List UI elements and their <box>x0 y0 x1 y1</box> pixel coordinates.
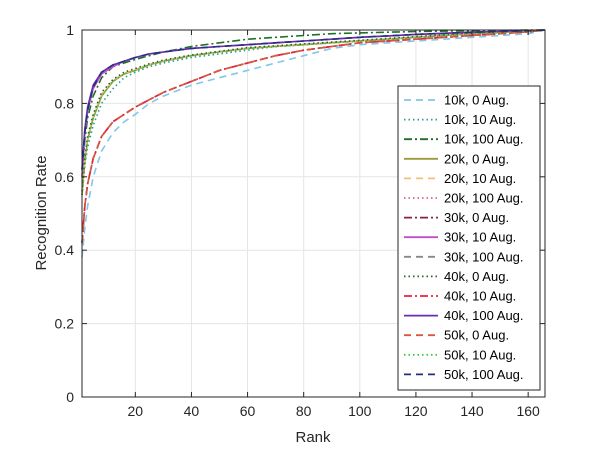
series-line-3 <box>81 29 545 177</box>
legend-entry: 40k, 0 Aug. <box>444 269 509 284</box>
y-tick-label: 0.6 <box>55 169 75 185</box>
x-tick-label: 20 <box>128 403 144 419</box>
legend-entry: 20k, 100 Aug. <box>444 191 524 206</box>
series-line-10 <box>81 29 546 192</box>
y-tick-label: 0 <box>66 389 74 405</box>
x-tick-label: 160 <box>516 403 540 419</box>
legend-entry: 50k, 10 Aug. <box>444 347 516 362</box>
axes-box <box>81 29 546 398</box>
legend-entry: 30k, 0 Aug. <box>444 210 509 225</box>
x-tick-label: 120 <box>404 403 428 419</box>
legend-entry: 20k, 0 Aug. <box>444 151 509 166</box>
legend-entry: 40k, 100 Aug. <box>444 308 524 323</box>
legend-entry: 10k, 0 Aug. <box>444 93 509 108</box>
y-tick-label: 0.4 <box>55 242 75 258</box>
series-lines <box>81 29 546 258</box>
y-tick-label: 0.8 <box>55 95 75 111</box>
legend-entry: 20k, 10 Aug. <box>444 171 516 186</box>
y-tick-label: 1 <box>66 22 74 38</box>
x-tick-label: 60 <box>240 403 256 419</box>
legend-entry: 30k, 10 Aug. <box>444 230 516 245</box>
series-line-11 <box>81 29 546 243</box>
series-line-15 <box>81 29 546 170</box>
legend-entry: 40k, 10 Aug. <box>444 289 516 304</box>
legend-entry: 10k, 10 Aug. <box>444 112 516 127</box>
legend-entry: 30k, 100 Aug. <box>444 249 524 264</box>
legend-entry: 10k, 100 Aug. <box>444 132 524 147</box>
legend-entry: 50k, 100 Aug. <box>444 367 524 382</box>
x-tick-label: 40 <box>184 403 200 419</box>
x-tick-label: 80 <box>296 403 312 419</box>
x-tick-label: 140 <box>460 403 484 419</box>
y-tick-label: 0.2 <box>55 316 75 332</box>
legend-entry: 50k, 0 Aug. <box>444 328 509 343</box>
series-line-1 <box>81 29 546 258</box>
legend: 10k, 0 Aug. 10k, 10 Aug. 10k, 100 Aug. 20k,… <box>397 85 541 391</box>
axis-ticks: 20 40 60 80 100 120 140 160 0 0.2 0.4 0.6 0.8 1 <box>55 22 545 419</box>
y-axis-label: Recognition Rate <box>33 155 50 270</box>
series-line-2 <box>81 29 546 196</box>
x-tick-label: 100 <box>348 403 372 419</box>
x-axis-label: Rank <box>295 429 331 446</box>
